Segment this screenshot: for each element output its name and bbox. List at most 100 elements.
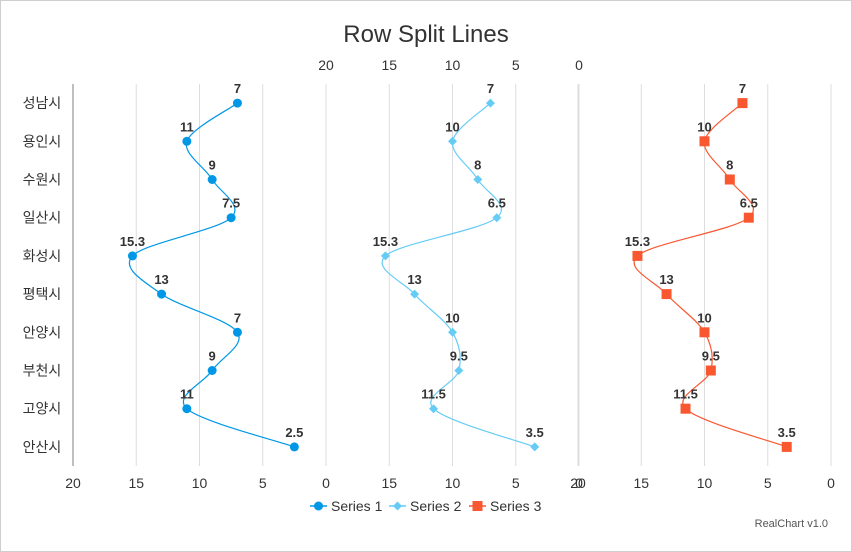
x-tick-label: 20	[65, 475, 81, 491]
category-label: 고양시	[23, 402, 62, 418]
x-tick-label: 15	[633, 475, 649, 491]
category-label: 안산시	[23, 440, 62, 456]
data-label: 9.5	[702, 349, 720, 364]
data-point	[705, 365, 716, 376]
data-label: 3.5	[526, 425, 544, 440]
x-tick-label-top: 0	[575, 57, 583, 73]
data-label: 6.5	[488, 196, 506, 211]
data-label: 15.3	[625, 234, 650, 249]
data-label: 7	[234, 81, 241, 96]
data-point	[182, 404, 192, 414]
data-label: 11.5	[673, 387, 698, 402]
data-label: 13	[407, 272, 421, 287]
series-2: 7 10 8 6.5 15.3 13 10 9.5 11.5 3.5	[373, 81, 544, 452]
data-point	[632, 250, 643, 261]
data-point	[448, 327, 457, 337]
data-point	[207, 175, 217, 184]
data-label: 8	[474, 158, 481, 173]
data-label: 15.3	[120, 234, 145, 249]
data-point	[207, 366, 217, 375]
series-line	[381, 102, 535, 448]
x-tick-label: 10	[192, 475, 208, 491]
x-tick-label-top: 15	[381, 57, 397, 73]
category-label: 성남시	[23, 96, 62, 112]
data-point	[699, 327, 710, 338]
data-label: 13	[154, 272, 168, 287]
series-3: 7 10 8 6.5 15.3 13 10 9.5 11.5 3.5	[625, 81, 796, 452]
x-tick-label: 0	[827, 475, 835, 491]
data-point	[781, 441, 792, 452]
data-label: 11.5	[421, 387, 446, 402]
category-label: 평택시	[23, 287, 62, 303]
data-point	[448, 136, 457, 146]
data-label: 11	[180, 119, 194, 134]
data-label: 7	[739, 81, 746, 96]
chart-title: Row Split Lines	[343, 21, 508, 48]
data-point	[127, 251, 137, 261]
tick-labels: 20 15 10 5 0 15 10 5 020 15 10 5 020 15 10 5 0	[65, 57, 835, 491]
x-tick-label: 15	[128, 475, 144, 491]
x-tick-label: 0	[322, 475, 330, 491]
legend-item-1[interactable]: Series 1	[310, 498, 383, 514]
data-label: 6.5	[740, 196, 758, 211]
category-label: 용인시	[23, 134, 62, 150]
data-point	[724, 174, 735, 185]
data-label: 3.5	[778, 425, 796, 440]
data-point	[380, 251, 390, 261]
category-label: 화성시	[23, 249, 62, 265]
data-point	[492, 213, 502, 223]
data-point	[410, 289, 420, 299]
legend-marker	[393, 501, 402, 511]
legend-marker	[314, 501, 323, 511]
data-point	[661, 289, 672, 300]
data-label: 15.3	[373, 234, 398, 249]
series-1: 7 11 9 7.5 15.3 13 7 9 11 2.5	[120, 81, 303, 452]
legend-item-2[interactable]: Series 2	[389, 498, 462, 514]
data-label: 7	[487, 81, 494, 96]
series-line	[128, 102, 295, 448]
data-point	[473, 175, 483, 184]
data-point	[530, 442, 540, 452]
data-point	[680, 403, 691, 414]
legend[interactable]: Series 1 Series 2 Series 3	[310, 498, 542, 514]
x-tick-label: 5	[259, 475, 267, 491]
data-point	[232, 327, 242, 337]
data-point	[454, 366, 464, 375]
x-tick-label: 15	[381, 475, 397, 491]
data-label: 9.5	[450, 349, 468, 364]
legend-label: Series 1	[331, 498, 383, 514]
data-label: 10	[445, 310, 459, 325]
x-tick-label: 10	[697, 475, 713, 491]
data-label: 13	[659, 272, 673, 287]
data-point	[182, 136, 192, 146]
x-tick-label: 10	[445, 475, 461, 491]
series-line	[633, 102, 787, 448]
data-point	[157, 289, 167, 299]
data-label: 10	[445, 119, 459, 134]
data-label: 11	[180, 387, 194, 402]
data-point	[743, 212, 754, 223]
data-point	[232, 98, 242, 108]
data-point	[737, 98, 748, 109]
category-label: 일산시	[23, 211, 62, 227]
x-tick-label: 0	[575, 475, 583, 491]
grid-lines	[135, 84, 832, 466]
data-label: 7	[234, 310, 241, 325]
data-label: 9	[209, 349, 216, 364]
data-label: 10	[697, 310, 711, 325]
category-label: 안양시	[23, 325, 62, 341]
category-label: 수원시	[23, 173, 62, 189]
x-tick-label-top: 10	[445, 57, 461, 73]
data-label: 10	[697, 119, 711, 134]
legend-marker	[472, 501, 483, 511]
series-group: 7 11 9 7.5 15.3 13 7 9 11 2.5 7 10 8 6.5 15.3 13 10 9.5 11…	[120, 81, 796, 452]
data-point	[289, 442, 299, 452]
legend-item-3[interactable]: Series 3	[469, 498, 542, 514]
legend-label: Series 3	[490, 498, 542, 514]
data-point	[699, 136, 710, 147]
legend-label: Series 2	[410, 498, 462, 514]
data-point	[226, 213, 236, 223]
data-label: 7.5	[222, 196, 240, 211]
category-label: 부천시	[23, 364, 62, 380]
